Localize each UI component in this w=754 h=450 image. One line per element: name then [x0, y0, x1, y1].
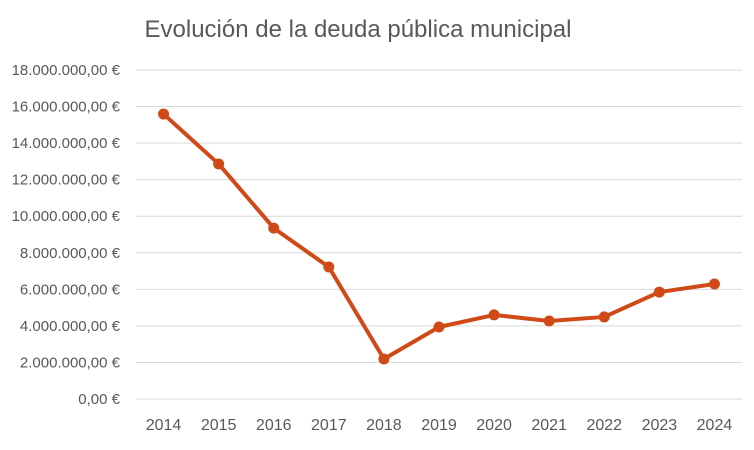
data-point	[598, 311, 610, 323]
x-tick-label: 2014	[146, 417, 182, 434]
chart-title: Evolución de la deuda pública municipal	[145, 16, 572, 43]
y-tick-label: 0,00 €	[78, 391, 120, 408]
y-tick-label: 18.000.000,00 €	[12, 62, 121, 79]
x-tick-label: 2017	[311, 417, 347, 434]
data-point	[433, 321, 445, 333]
x-tick-label: 2024	[697, 417, 733, 434]
y-tick-label: 12.000.000,00 €	[12, 172, 121, 189]
y-tick-label: 6.000.000,00 €	[20, 281, 121, 298]
data-point	[708, 278, 720, 290]
data-point	[543, 315, 555, 327]
y-tick-label: 16.000.000,00 €	[12, 99, 121, 116]
x-tick-label: 2022	[586, 417, 622, 434]
x-tick-label: 2023	[642, 417, 678, 434]
x-tick-label: 2018	[366, 417, 402, 434]
y-tick-label: 14.000.000,00 €	[12, 135, 121, 152]
y-tick-label: 8.000.000,00 €	[20, 245, 121, 262]
data-point	[213, 158, 225, 170]
y-tick-label: 2.000.000,00 €	[20, 354, 121, 371]
x-tick-label: 2019	[421, 417, 457, 434]
y-tick-label: 10.000.000,00 €	[12, 208, 121, 225]
data-point	[653, 286, 665, 298]
data-point	[323, 261, 335, 273]
x-tick-label: 2016	[256, 417, 292, 434]
x-tick-label: 2015	[201, 417, 237, 434]
data-point	[158, 108, 170, 120]
data-point	[268, 222, 280, 234]
x-tick-label: 2020	[476, 417, 512, 434]
x-tick-label: 2021	[531, 417, 567, 434]
data-point	[378, 353, 390, 365]
y-tick-label: 4.000.000,00 €	[20, 318, 121, 335]
data-point	[488, 309, 500, 321]
